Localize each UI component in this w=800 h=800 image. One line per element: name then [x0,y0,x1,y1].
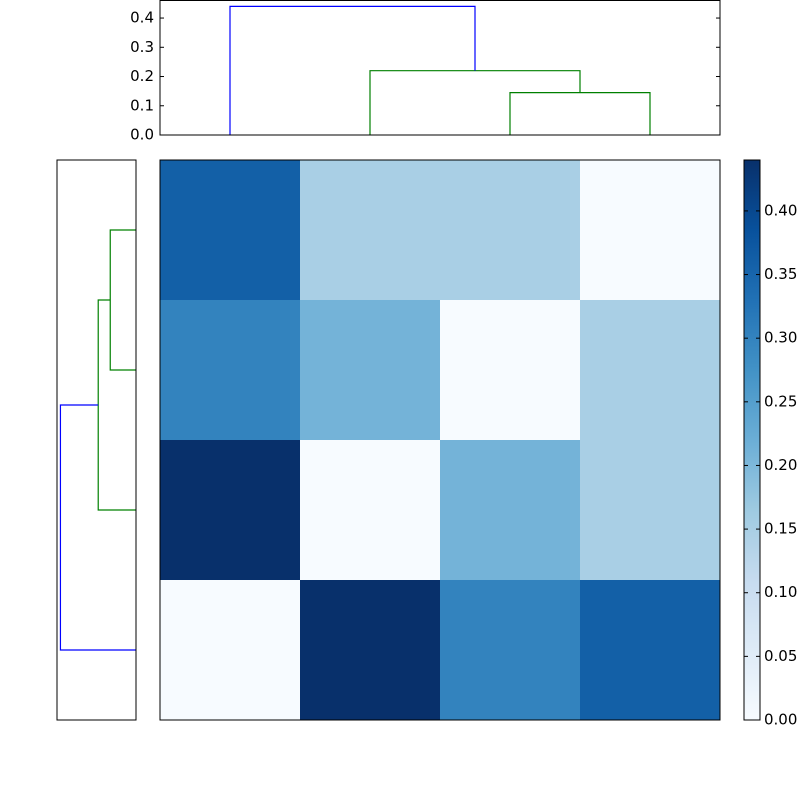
y-tick-label: 0.1 [130,96,154,114]
colorbar-tick-label: 0.25 [764,392,797,410]
heatmap-cell [440,440,581,581]
heatmap-cell [440,580,581,721]
colorbar-tick-label: 0.05 [764,647,797,665]
colorbar-tick-label: 0.40 [764,201,797,219]
heatmap-cell [160,300,301,441]
dendrogram-link [369,70,581,135]
colorbar-tick-label: 0.20 [764,456,797,474]
colorbar-tick-label: 0.10 [764,583,797,601]
heatmap-cell [300,440,441,581]
colorbar [743,159,761,721]
colorbar-tick-label: 0.15 [764,520,797,538]
dendrogram-link [229,5,476,135]
colorbar-tick-label: 0.35 [764,265,797,283]
heatmap-cell [300,580,441,721]
heatmap-cell [300,160,441,301]
heatmap-cell [440,300,581,441]
colorbar-tick-label: 0.00 [764,711,797,729]
heatmap-cell [160,440,301,581]
dendrogram-link [59,404,136,651]
y-tick-label: 0.4 [130,9,154,27]
heatmap-cell [440,160,581,301]
axes-frame [56,159,137,721]
heatmap-cell [580,580,721,721]
dendrogram-link [509,92,651,135]
heatmap-cell [160,580,301,721]
axes-frame [159,159,721,721]
dendrogram-link [109,229,136,371]
y-tick-label: 0.0 [130,126,154,144]
y-tick-label: 0.2 [130,67,154,85]
heatmap-cell [580,160,721,301]
heatmap-cell [580,440,721,581]
heatmap-cell [580,300,721,441]
y-tick-label: 0.3 [130,38,154,56]
colorbar-tick-label: 0.30 [764,329,797,347]
axes-frame [159,0,721,136]
dendrogram-link [97,299,136,511]
heatmap-cell [300,300,441,441]
heatmap-cell [160,160,301,301]
